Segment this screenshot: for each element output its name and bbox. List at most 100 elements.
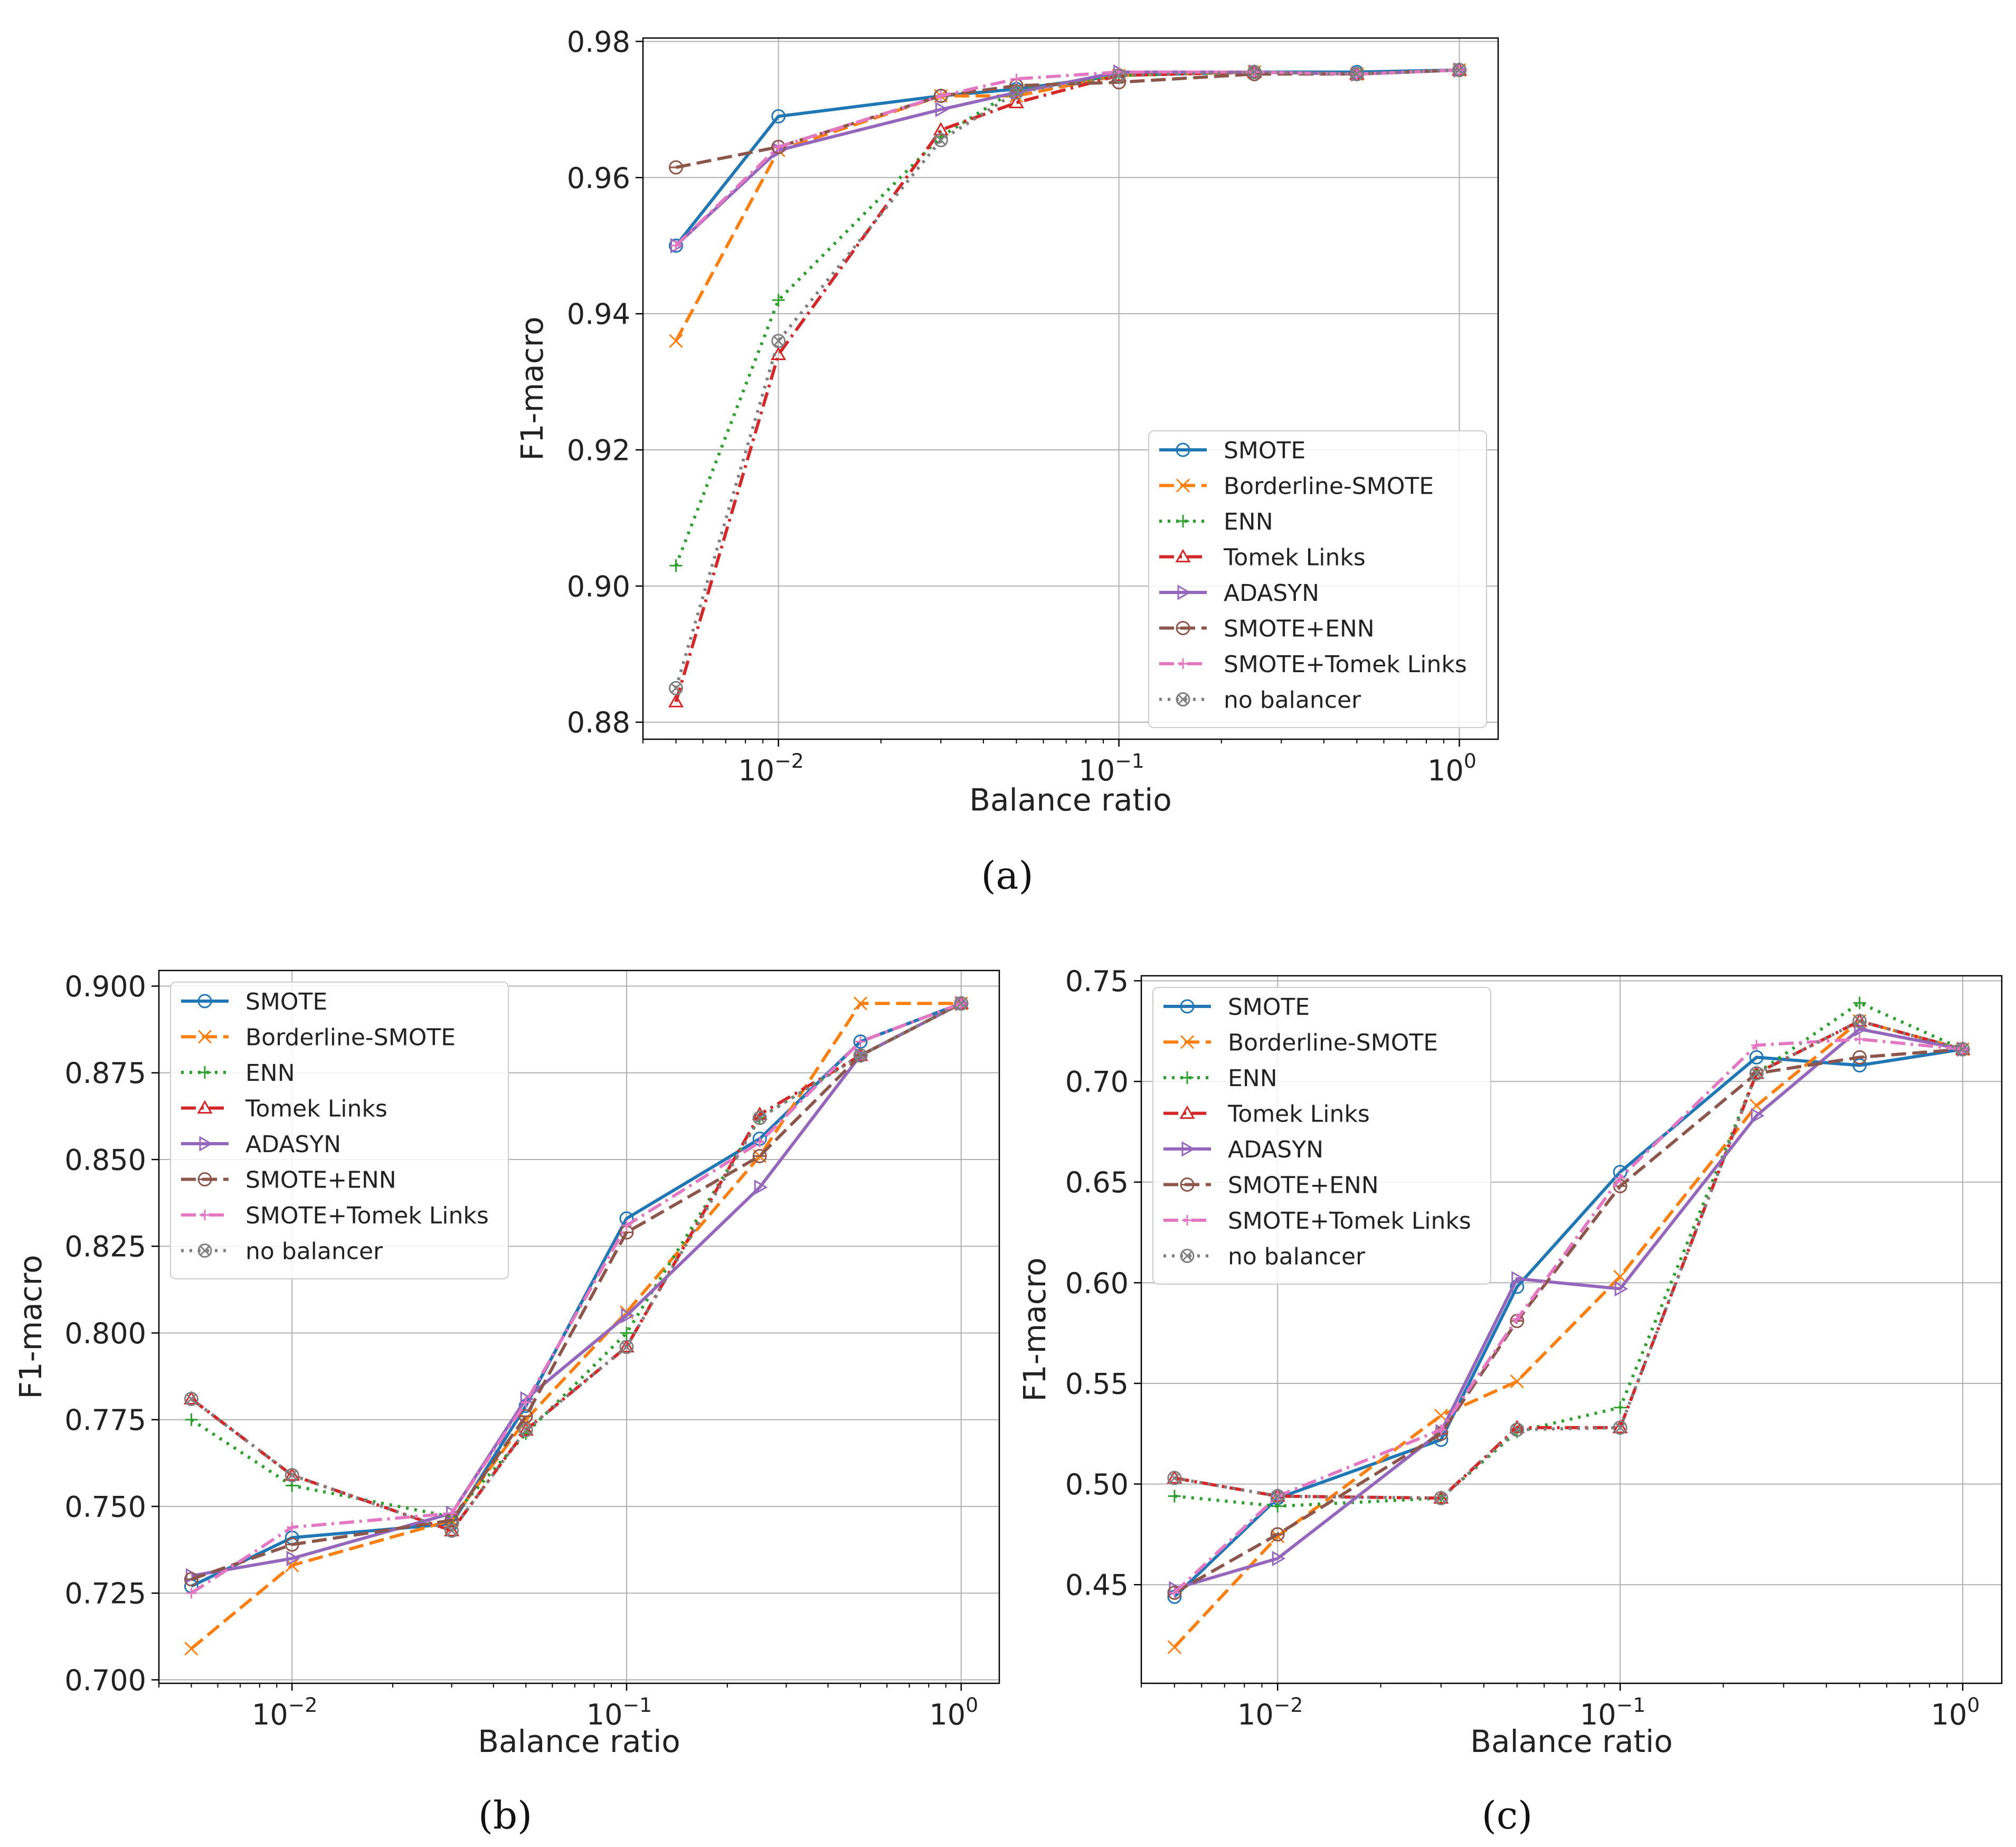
chart-a-legend-label: SMOTE+Tomek Links	[1224, 651, 1467, 678]
chart-c-point-tomek-links	[1167, 1470, 1182, 1484]
chart-panel-c: 0.45 0.50 0.55 0.60 0.65 0.70 0.75 10−2 10−1 100 B…	[1017, 965, 2003, 1759]
chart-b-legend-item: SMOTE	[181, 988, 327, 1015]
chart-b-point-tomek-links	[619, 1339, 635, 1353]
chart-c-point-no-balancer	[1613, 1420, 1627, 1435]
chart-b-legend-label: SMOTE	[245, 988, 327, 1015]
chart-c-y-tick-label: 0.50	[1065, 1468, 1129, 1501]
chart-c-line-smote	[1173, 1048, 1963, 1598]
chart-b-line-adasyn	[191, 1002, 962, 1578]
chart-a-legend-marker	[1175, 549, 1191, 562]
chart-a-legend-item: SMOTE	[1159, 437, 1305, 464]
chart-a-legend-label: ADASYN	[1224, 580, 1319, 607]
chart-c-point-smote-plus-tomek-links	[1854, 1034, 1865, 1045]
chart-c-point-smote-plus-tomek-links	[1751, 1040, 1762, 1051]
chart-c-point-smote-plus-tomek-links	[1435, 1424, 1446, 1435]
chart-c-point-adasyn	[1614, 1281, 1629, 1297]
chart-a-point-smote-plus-tomek-links	[773, 142, 784, 153]
chart-b-y-tick-label: 0.875	[64, 1057, 146, 1090]
chart-c-legend-label: no balancer	[1228, 1243, 1366, 1270]
chart-b-x-axis-label: Balance ratio	[478, 1723, 680, 1759]
chart-a-legend-item: SMOTE+Tomek Links	[1159, 651, 1467, 678]
chart-a-legend-label: no balancer	[1224, 687, 1361, 714]
chart-b-point-smote-plus-enn	[518, 1409, 533, 1424]
chart-a-point-tomek-links	[668, 694, 684, 708]
chart-c-line-enn	[1174, 1001, 1964, 1508]
chart-c-y-tick-label: 0.75	[1065, 965, 1129, 998]
chart-b-line-smote-plus-tomek-links	[190, 1002, 962, 1595]
chart-c-line-borderline-smote	[1173, 1019, 1963, 1648]
chart-a-y-tick-label: 0.94	[567, 298, 630, 331]
chart-c-legend-label: Tomek Links	[1227, 1101, 1370, 1128]
chart-a-legend-marker	[1176, 478, 1190, 493]
chart-a-series-no-balancer	[669, 63, 1467, 695]
chart-b-point-adasyn	[754, 1179, 768, 1195]
chart-b-point-smote-plus-enn	[752, 1148, 767, 1163]
chart-c-legend-label: ENN	[1228, 1065, 1277, 1092]
chart-c-legend-box	[1152, 987, 1491, 1285]
chart-b-legend-item: ENN	[181, 1060, 295, 1087]
panel-label-a: (a)	[981, 853, 1033, 898]
chart-c-point-borderline-smote	[1510, 1374, 1524, 1389]
chart-c-point-adasyn	[1272, 1551, 1286, 1567]
chart-c-legend-label: SMOTE	[1228, 994, 1310, 1021]
chart-c-point-adasyn	[1750, 1108, 1765, 1124]
chart-b-legend-label: Tomek Links	[245, 1096, 387, 1123]
chart-b-point-smote-plus-tomek-links	[446, 1508, 457, 1519]
chart-b-point-smote-plus-tomek-links	[520, 1397, 532, 1408]
chart-c-legend-item: SMOTE	[1163, 994, 1310, 1021]
chart-c-legend-marker	[1180, 1035, 1195, 1049]
chart-b-legend-label: SMOTE+ENN	[245, 1167, 396, 1194]
chart-b-legend-marker	[199, 1136, 213, 1152]
chart-c-legend-item: SMOTE+ENN	[1163, 1172, 1379, 1199]
chart-b-point-no-balancer	[444, 1523, 459, 1538]
chart-b-point-no-balancer	[752, 1110, 767, 1125]
chart-b-point-no-balancer	[954, 996, 969, 1011]
chart-c-point-no-balancer	[1852, 1014, 1867, 1029]
chart-c-y-tick-label: 0.55	[1065, 1367, 1129, 1400]
chart-c-legend-marker	[1180, 1177, 1195, 1192]
chart-b-legend-marker	[197, 994, 212, 1009]
chart-a-legend-item: ENN	[1159, 508, 1273, 535]
chart-c-point-smote-plus-enn	[1852, 1050, 1867, 1064]
chart-a-point-smote-plus-tomek-links	[1011, 73, 1022, 84]
chart-panel-b: 0.700 0.725 0.750 0.775 0.800 0.825 0.850 0.875…	[13, 969, 1000, 1759]
chart-a-point-smote-plus-enn	[669, 160, 684, 175]
panel-label-c: (c)	[1482, 1793, 1533, 1837]
chart-c-legend-item: ENN	[1163, 1065, 1277, 1092]
chart-c-point-no-balancer	[1270, 1488, 1285, 1503]
chart-b-point-no-balancer	[285, 1468, 299, 1483]
chart-c-point-smote	[1852, 1058, 1867, 1073]
chart-b-point-smote-plus-tomek-links	[621, 1220, 632, 1231]
chart-b-point-enn	[185, 1413, 198, 1426]
chart-c-point-no-balancer	[1167, 1471, 1182, 1485]
chart-b-legend-label: Borderline-SMOTE	[245, 1024, 456, 1051]
chart-a-point-no-balancer	[669, 681, 684, 695]
chart-c-x-tick-label: 100	[1931, 1693, 1980, 1731]
chart-c-point-no-balancer	[1955, 1042, 1970, 1057]
chart-b-x-tick-label: 10−2	[252, 1693, 317, 1731]
chart-b-legend-marker	[198, 1066, 211, 1079]
chart-c-line-smote-plus-tomek-links	[1173, 1038, 1963, 1594]
chart-c-legend-marker	[1181, 1071, 1194, 1084]
panel-label-b: (b)	[478, 1793, 532, 1837]
chart-c-series-smote-plus-tomek-links	[1169, 1034, 1968, 1598]
chart-a-point-no-balancer	[1452, 63, 1467, 78]
chart-a-series-group	[668, 62, 1468, 708]
chart-a-legend-item: SMOTE+ENN	[1159, 616, 1375, 643]
chart-a-point-smote	[771, 109, 786, 124]
chart-c-y-tick-label: 0.70	[1065, 1066, 1129, 1099]
chart-a-legend-label: Tomek Links	[1223, 544, 1366, 571]
chart-a-point-no-balancer	[1009, 85, 1024, 100]
chart-a-point-no-balancer	[1247, 64, 1262, 79]
chart-b-legend-item: SMOTE+ENN	[181, 1167, 396, 1194]
chart-c-y-tick-label: 0.60	[1065, 1267, 1129, 1300]
chart-a-legend-label: Borderline-SMOTE	[1224, 473, 1434, 500]
chart-c-point-tomek-links	[1748, 1065, 1764, 1079]
chart-b-legend-label: SMOTE+Tomek Links	[245, 1202, 489, 1229]
chart-b-y-tick-label: 0.725	[64, 1577, 146, 1610]
chart-b-legend-label: ADASYN	[245, 1131, 341, 1158]
chart-c-point-smote	[1749, 1050, 1764, 1064]
chart-b-line-no-balancer	[190, 1002, 962, 1532]
chart-a-legend-marker	[1176, 692, 1190, 706]
